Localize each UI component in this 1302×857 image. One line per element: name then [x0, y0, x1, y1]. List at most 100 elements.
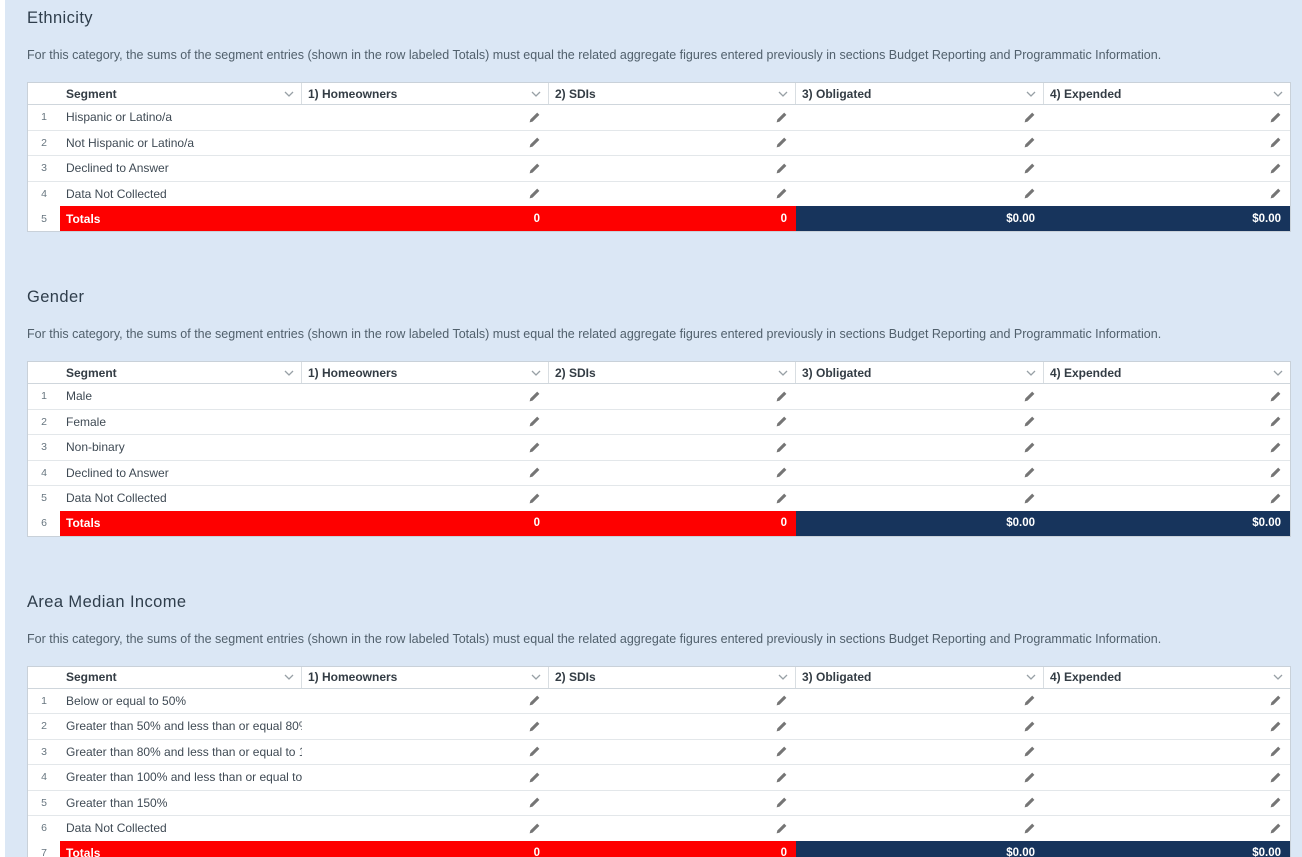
cell-obligated[interactable] [796, 797, 1044, 808]
column-header-homeowners[interactable]: 1) Homeowners [302, 362, 549, 383]
pencil-icon[interactable] [1270, 721, 1281, 732]
cell-obligated[interactable] [796, 163, 1044, 174]
pencil-icon[interactable] [1270, 467, 1281, 478]
pencil-icon[interactable] [776, 137, 787, 148]
pencil-icon[interactable] [1270, 797, 1281, 808]
cell-expended[interactable] [1044, 797, 1290, 808]
pencil-icon[interactable] [776, 493, 787, 504]
cell-sdis[interactable] [549, 721, 796, 732]
column-header-homeowners[interactable]: 1) Homeowners [302, 666, 549, 688]
pencil-icon[interactable] [776, 823, 787, 834]
cell-expended[interactable] [1044, 467, 1290, 478]
pencil-icon[interactable] [529, 746, 540, 757]
cell-sdis[interactable] [549, 797, 796, 808]
pencil-icon[interactable] [1024, 746, 1035, 757]
cell-homeowners[interactable] [302, 695, 549, 706]
cell-obligated[interactable] [796, 467, 1044, 478]
cell-expended[interactable] [1044, 188, 1290, 199]
pencil-icon[interactable] [529, 493, 540, 504]
cell-obligated[interactable] [796, 188, 1044, 199]
pencil-icon[interactable] [1270, 188, 1281, 199]
cell-obligated[interactable] [796, 391, 1044, 402]
cell-homeowners[interactable] [302, 442, 549, 453]
pencil-icon[interactable] [529, 772, 540, 783]
cell-homeowners[interactable] [302, 823, 549, 834]
chevron-down-icon[interactable] [1026, 674, 1036, 680]
pencil-icon[interactable] [1024, 493, 1035, 504]
pencil-icon[interactable] [1270, 442, 1281, 453]
cell-sdis[interactable] [549, 112, 796, 123]
pencil-icon[interactable] [529, 721, 540, 732]
cell-homeowners[interactable] [302, 467, 549, 478]
pencil-icon[interactable] [1024, 391, 1035, 402]
cell-homeowners[interactable] [302, 772, 549, 783]
pencil-icon[interactable] [1270, 391, 1281, 402]
cell-sdis[interactable] [549, 493, 796, 504]
cell-homeowners[interactable] [302, 137, 549, 148]
pencil-icon[interactable] [776, 416, 787, 427]
cell-homeowners[interactable] [302, 163, 549, 174]
cell-obligated[interactable] [796, 746, 1044, 757]
pencil-icon[interactable] [1024, 823, 1035, 834]
column-header-obligated[interactable]: 3) Obligated [796, 666, 1044, 688]
cell-expended[interactable] [1044, 695, 1290, 706]
cell-obligated[interactable] [796, 416, 1044, 427]
pencil-icon[interactable] [776, 391, 787, 402]
chevron-down-icon[interactable] [1026, 370, 1036, 376]
pencil-icon[interactable] [776, 797, 787, 808]
cell-expended[interactable] [1044, 442, 1290, 453]
cell-sdis[interactable] [549, 772, 796, 783]
pencil-icon[interactable] [1270, 493, 1281, 504]
chevron-down-icon[interactable] [284, 370, 294, 376]
cell-expended[interactable] [1044, 772, 1290, 783]
cell-expended[interactable] [1044, 391, 1290, 402]
pencil-icon[interactable] [1024, 416, 1035, 427]
pencil-icon[interactable] [529, 391, 540, 402]
cell-homeowners[interactable] [302, 721, 549, 732]
cell-obligated[interactable] [796, 493, 1044, 504]
cell-sdis[interactable] [549, 188, 796, 199]
cell-expended[interactable] [1044, 823, 1290, 834]
pencil-icon[interactable] [529, 467, 540, 478]
pencil-icon[interactable] [529, 442, 540, 453]
pencil-icon[interactable] [1024, 695, 1035, 706]
cell-sdis[interactable] [549, 467, 796, 478]
cell-obligated[interactable] [796, 823, 1044, 834]
column-header-segment[interactable]: Segment [60, 83, 302, 104]
cell-homeowners[interactable] [302, 416, 549, 427]
pencil-icon[interactable] [776, 746, 787, 757]
cell-expended[interactable] [1044, 416, 1290, 427]
pencil-icon[interactable] [1270, 112, 1281, 123]
column-header-segment[interactable]: Segment [60, 362, 302, 383]
cell-sdis[interactable] [549, 823, 796, 834]
pencil-icon[interactable] [529, 416, 540, 427]
pencil-icon[interactable] [529, 823, 540, 834]
cell-homeowners[interactable] [302, 746, 549, 757]
pencil-icon[interactable] [776, 695, 787, 706]
column-header-expended[interactable]: 4) Expended [1044, 366, 1290, 380]
pencil-icon[interactable] [1024, 188, 1035, 199]
cell-sdis[interactable] [549, 416, 796, 427]
pencil-icon[interactable] [1270, 695, 1281, 706]
pencil-icon[interactable] [776, 467, 787, 478]
column-header-segment[interactable]: Segment [60, 666, 302, 688]
column-header-obligated[interactable]: 3) Obligated [796, 362, 1044, 383]
cell-homeowners[interactable] [302, 797, 549, 808]
cell-expended[interactable] [1044, 163, 1290, 174]
cell-obligated[interactable] [796, 442, 1044, 453]
cell-homeowners[interactable] [302, 391, 549, 402]
pencil-icon[interactable] [1270, 746, 1281, 757]
cell-homeowners[interactable] [302, 493, 549, 504]
column-header-sdis[interactable]: 2) SDIs [549, 83, 796, 104]
cell-obligated[interactable] [796, 772, 1044, 783]
cell-expended[interactable] [1044, 493, 1290, 504]
cell-sdis[interactable] [549, 695, 796, 706]
cell-expended[interactable] [1044, 746, 1290, 757]
pencil-icon[interactable] [776, 442, 787, 453]
cell-homeowners[interactable] [302, 112, 549, 123]
pencil-icon[interactable] [529, 112, 540, 123]
pencil-icon[interactable] [529, 137, 540, 148]
chevron-down-icon[interactable] [1273, 674, 1283, 680]
chevron-down-icon[interactable] [531, 674, 541, 680]
cell-obligated[interactable] [796, 695, 1044, 706]
